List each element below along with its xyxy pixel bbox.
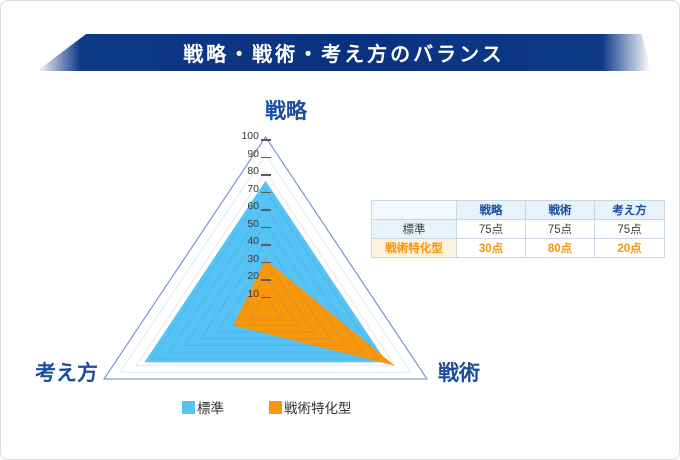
legend-swatch-icon xyxy=(182,400,195,414)
tick-label-80: 80 xyxy=(247,165,259,177)
grid-polygon-60 xyxy=(167,206,364,353)
grid-polygon-10 xyxy=(248,293,283,320)
tick-dash-20 xyxy=(261,279,271,281)
axis-label-strategy: 戦略 xyxy=(265,100,307,123)
table-header-cell: 考え方 xyxy=(594,200,665,220)
legend-label: 標準 xyxy=(197,401,224,416)
table-header-cell: 戦略 xyxy=(456,200,526,220)
score-table-body: 標準 75点 75点 75点 戦術特化型 30点 80点 20点 xyxy=(371,219,665,258)
axis-label-tactics: 戦術 xyxy=(438,362,480,385)
legend-swatch-icon xyxy=(269,400,282,414)
table-corner-cell xyxy=(371,200,457,220)
title-banner: 戦略・戦術・考え方のバランス xyxy=(37,34,651,71)
grid-polygon-30 xyxy=(216,258,315,333)
tick-dash-30 xyxy=(261,261,271,263)
table-header-row: 戦略 戦術 考え方 xyxy=(371,200,665,220)
grid-polygon-40 xyxy=(199,241,332,340)
table-header-cell: 戦術 xyxy=(525,200,595,220)
tick-label-100: 100 xyxy=(241,130,259,142)
tick-label-10: 10 xyxy=(247,287,259,300)
score-cell: 30点 xyxy=(456,238,526,258)
grid-polygon-70 xyxy=(151,188,380,360)
tick-dash-90 xyxy=(261,156,271,158)
tick-label-40: 40 xyxy=(247,235,259,247)
table-row: 標準 75点 75点 75点 xyxy=(371,219,665,239)
tick-label-60: 60 xyxy=(247,200,259,212)
tick-dash-100 xyxy=(261,139,271,141)
axis-label-thinking: 考え方 xyxy=(35,362,98,385)
tick-label-90: 90 xyxy=(247,147,259,160)
tick-dash-40 xyxy=(261,244,271,246)
tick-label-20: 20 xyxy=(247,270,259,282)
grid-polygon-50 xyxy=(183,223,348,346)
score-cell: 20点 xyxy=(594,238,665,258)
grid-polygon-80 xyxy=(135,171,396,367)
tick-dash-80 xyxy=(261,174,271,176)
tick-dash-60 xyxy=(261,209,271,211)
tick-dash-50 xyxy=(261,226,271,228)
score-cell: 75点 xyxy=(456,219,526,239)
table-row: 戦術特化型 30点 80点 20点 xyxy=(371,238,665,258)
score-cell: 80点 xyxy=(525,238,595,258)
score-cell: 75点 xyxy=(525,219,595,239)
outer-outline xyxy=(103,136,428,380)
legend-item: 戦術特化型 xyxy=(269,397,352,417)
series-polygon-1 xyxy=(233,259,395,366)
grid-polygon-20 xyxy=(232,276,299,326)
row-label-cell: 戦術特化型 xyxy=(371,238,457,258)
tick-dash-70 xyxy=(261,191,271,193)
legend-label: 戦術特化型 xyxy=(284,401,352,416)
tick-label-50: 50 xyxy=(247,217,259,230)
tick-dash-10 xyxy=(261,296,271,298)
score-table-head: 戦略 戦術 考え方 xyxy=(371,200,665,220)
page-title: 戦略・戦術・考え方のバランス xyxy=(183,44,505,66)
legend-item: 標準 xyxy=(182,397,224,417)
score-table: 戦略 戦術 考え方 標準 75点 75点 75点 戦術特化型 30点 80点 20点 xyxy=(371,200,665,258)
tick-label-70: 70 xyxy=(247,182,259,195)
tick-label-30: 30 xyxy=(247,252,259,265)
chart-legend: 標準 戦術特化型 xyxy=(182,397,352,417)
grid-polygon-90 xyxy=(119,153,412,373)
score-cell: 75点 xyxy=(594,219,665,239)
row-label-cell: 標準 xyxy=(371,219,457,239)
